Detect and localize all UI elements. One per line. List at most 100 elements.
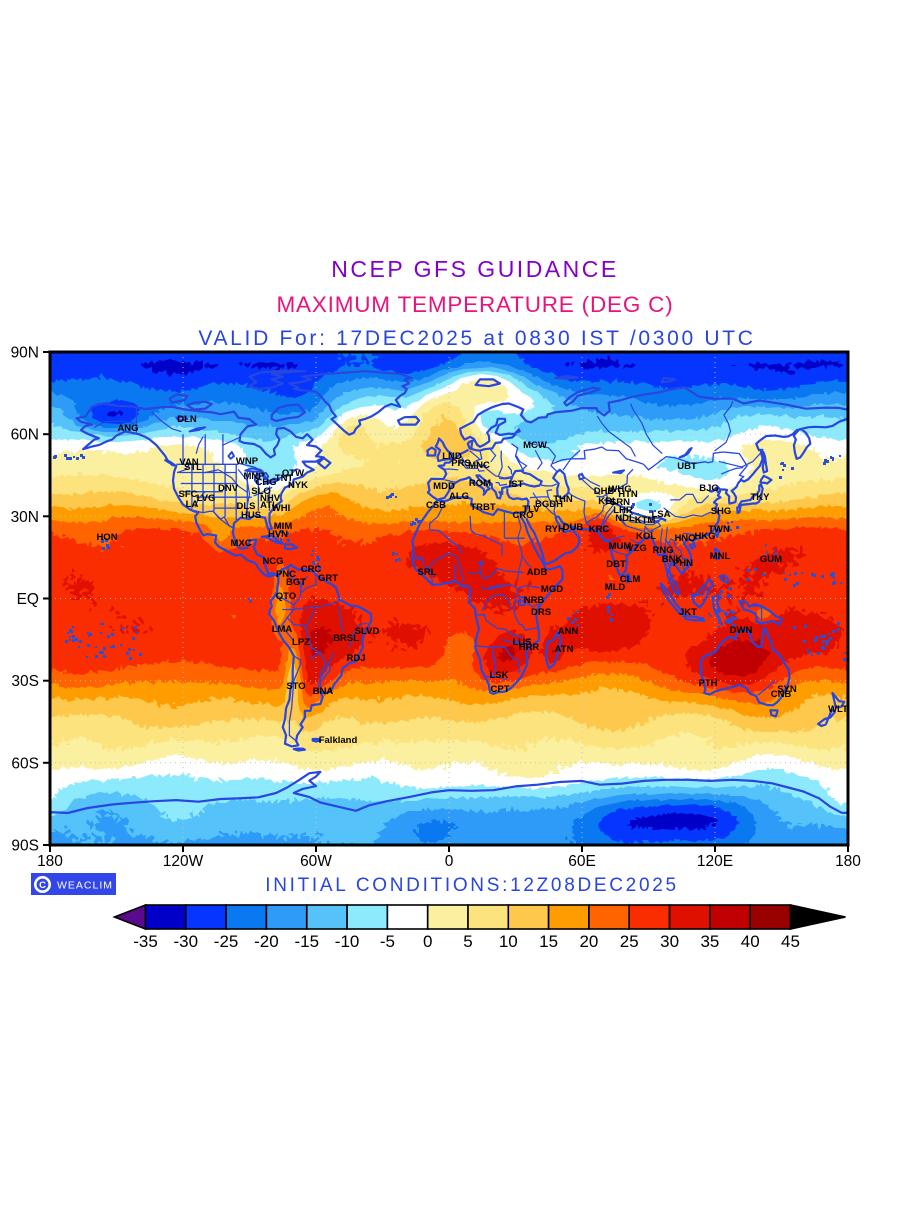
svg-text:NYK: NYK	[288, 480, 308, 491]
svg-text:DNV: DNV	[218, 483, 239, 494]
svg-text:JKT: JKT	[679, 607, 697, 618]
svg-text:HTN: HTN	[618, 489, 638, 500]
svg-text:HKG: HKG	[694, 531, 715, 542]
svg-text:CRC: CRC	[301, 564, 322, 575]
svg-text:NCEP GFS GUIDANCE: NCEP GFS GUIDANCE	[331, 256, 618, 282]
svg-text:5: 5	[463, 932, 472, 951]
svg-text:60E: 60E	[568, 853, 596, 870]
svg-text:PNC: PNC	[276, 569, 296, 580]
svg-text:IST: IST	[509, 479, 524, 490]
svg-text:MNC: MNC	[468, 460, 490, 471]
svg-text:OTW: OTW	[282, 468, 304, 479]
svg-text:WHG: WHG	[608, 484, 631, 495]
svg-text:WLT: WLT	[828, 704, 848, 715]
svg-text:LSK: LSK	[490, 670, 509, 681]
svg-text:SLO: SLO	[251, 486, 271, 497]
svg-text:NDL: NDL	[615, 513, 635, 524]
svg-text:0: 0	[423, 932, 432, 951]
svg-text:BNK: BNK	[662, 554, 683, 565]
svg-text:WHI: WHI	[272, 503, 290, 514]
svg-text:MNP: MNP	[243, 471, 265, 482]
svg-text:NRB: NRB	[524, 595, 545, 606]
svg-text:DUB: DUB	[563, 522, 584, 533]
svg-text:MDD: MDD	[433, 481, 455, 492]
svg-text:SFC: SFC	[179, 489, 198, 500]
svg-text:TWN: TWN	[708, 524, 730, 535]
svg-text:STL: STL	[184, 462, 202, 473]
svg-text:ADB: ADB	[527, 567, 548, 578]
svg-text:ANN: ANN	[558, 626, 579, 637]
svg-text:RYH: RYH	[545, 524, 565, 535]
svg-text:30S: 30S	[11, 673, 39, 690]
svg-text:HNO: HNO	[674, 533, 695, 544]
svg-text:VZG: VZG	[627, 543, 647, 554]
svg-text:MXC: MXC	[230, 538, 251, 549]
svg-text:KRC: KRC	[589, 524, 610, 535]
svg-text:VAN: VAN	[179, 457, 198, 468]
svg-text:BNA: BNA	[313, 686, 334, 697]
svg-text:TNT: TNT	[275, 473, 294, 484]
svg-text:ALG: ALG	[449, 491, 469, 502]
svg-text:HVN: HVN	[268, 529, 288, 540]
svg-text:DLS: DLS	[237, 501, 256, 512]
svg-text:ROM: ROM	[469, 478, 491, 489]
svg-text:LND: LND	[442, 451, 462, 462]
svg-text:-25: -25	[214, 932, 239, 951]
svg-text:25: 25	[620, 932, 639, 951]
svg-text:LHR: LHR	[613, 505, 633, 516]
svg-text:NCG: NCG	[262, 556, 283, 567]
svg-text:30N: 30N	[11, 509, 39, 526]
svg-text:CLM: CLM	[620, 574, 641, 585]
svg-text:MAXIMUM TEMPERATURE (DEG C): MAXIMUM TEMPERATURE (DEG C)	[276, 292, 673, 317]
svg-text:STO: STO	[286, 681, 305, 692]
svg-text:MNL: MNL	[710, 551, 731, 562]
svg-text:10: 10	[499, 932, 518, 951]
svg-text:BRSL: BRSL	[333, 633, 359, 644]
svg-text:60S: 60S	[11, 755, 39, 772]
svg-text:90N: 90N	[11, 345, 39, 362]
svg-text:180: 180	[37, 853, 63, 870]
svg-text:HRR: HRR	[519, 642, 540, 653]
svg-text:-5: -5	[380, 932, 395, 951]
svg-text:CRO: CRO	[512, 510, 533, 521]
svg-text:-15: -15	[295, 932, 320, 951]
svg-text:EQ: EQ	[17, 591, 39, 608]
svg-text:-35: -35	[133, 932, 158, 951]
svg-text:KTM: KTM	[635, 515, 656, 526]
svg-text:WNP: WNP	[236, 456, 259, 467]
svg-text:NHV: NHV	[260, 493, 281, 504]
svg-text:45: 45	[781, 932, 800, 951]
svg-text:LUS: LUS	[513, 637, 532, 648]
svg-text:-20: -20	[254, 932, 279, 951]
svg-text:MGD: MGD	[541, 584, 563, 595]
svg-text:15: 15	[539, 932, 558, 951]
svg-text:180: 180	[835, 853, 861, 870]
svg-text:DRS: DRS	[531, 607, 551, 618]
svg-text:CPT: CPT	[491, 684, 510, 695]
svg-text:WEACLIM: WEACLIM	[57, 880, 113, 892]
svg-text:GUM: GUM	[760, 554, 782, 565]
svg-text:SHG: SHG	[711, 506, 732, 517]
svg-text:Falkland: Falkland	[319, 735, 358, 746]
svg-text:LSA: LSA	[652, 509, 671, 520]
svg-text:0: 0	[445, 853, 454, 870]
svg-text:KOL: KOL	[636, 531, 656, 542]
svg-text:HUS: HUS	[241, 510, 261, 521]
svg-text:MIM: MIM	[274, 521, 293, 532]
svg-text:CNB: CNB	[771, 689, 792, 700]
svg-text:MLD: MLD	[605, 582, 626, 593]
svg-text:ANG: ANG	[117, 423, 138, 434]
svg-text:PTH: PTH	[699, 678, 718, 689]
svg-text:90S: 90S	[11, 838, 39, 855]
svg-text:SLVD: SLVD	[355, 626, 380, 637]
svg-text:40: 40	[741, 932, 760, 951]
svg-text:TKY: TKY	[751, 492, 771, 503]
svg-text:LPZ: LPZ	[292, 637, 310, 648]
svg-text:SRN: SRN	[610, 497, 630, 508]
svg-text:THN: THN	[553, 494, 573, 505]
svg-text:ATN: ATN	[555, 644, 574, 655]
svg-text:SRL: SRL	[418, 567, 437, 578]
svg-text:30: 30	[660, 932, 679, 951]
svg-text:CHG: CHG	[255, 477, 276, 488]
svg-text:120W: 120W	[163, 853, 204, 870]
